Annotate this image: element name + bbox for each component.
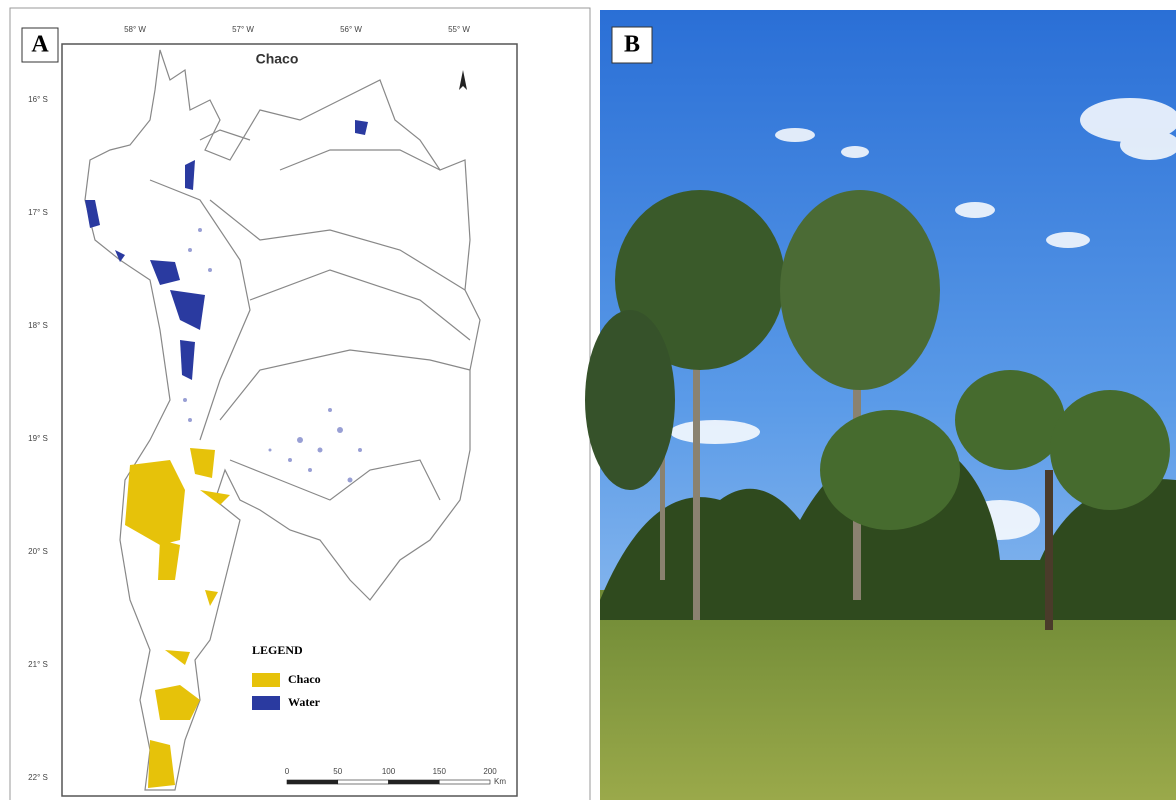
longitude-label: 55° W [448, 25, 470, 34]
map-shape [820, 410, 960, 530]
grass [600, 590, 1176, 800]
legend-label: Water [288, 695, 321, 709]
map-shape [585, 310, 675, 490]
map-shape [183, 398, 187, 402]
latitude-label: 20° S [28, 547, 48, 556]
latitude-label: 17° S [28, 208, 48, 217]
map-shape [198, 228, 202, 232]
panel-label: B [624, 32, 640, 58]
latitude-label: 18° S [28, 321, 48, 330]
map-shape [1046, 232, 1090, 248]
longitude-label: 56° W [340, 25, 362, 34]
map-shape [1045, 470, 1053, 630]
map-shape [288, 458, 292, 462]
map-shape [955, 370, 1065, 470]
legend-swatch [252, 696, 280, 710]
scale-label: 200 [483, 767, 497, 776]
panel-label: A [31, 32, 49, 58]
map-shape [188, 418, 192, 422]
map-shape [780, 190, 940, 390]
map-shape [328, 408, 332, 412]
map-shape [348, 478, 353, 483]
body: A Chaco 58° W 57° W 56° W 55° W 16° S 17° S 1… [0, 0, 1176, 800]
map-shape [841, 146, 869, 158]
map-shape [308, 468, 312, 472]
page: Chaco figure {"panel_a": {"label": "A", … [0, 0, 1176, 800]
latitude-label: 21° S [28, 660, 48, 669]
latitude-label: 19° S [28, 434, 48, 443]
scale-segment [287, 780, 338, 784]
map-shape [1050, 390, 1170, 510]
map-shape [955, 202, 995, 218]
legend-swatch [252, 673, 280, 687]
scale-label: 0 [285, 767, 290, 776]
legend-title: LEGEND [252, 643, 303, 657]
longitude-label: 57° W [232, 25, 254, 34]
scale-label: 150 [433, 767, 447, 776]
figure: A Chaco 58° W 57° W 56° W 55° W 16° S 17° S 1… [0, 0, 1176, 800]
map-shape [318, 448, 323, 453]
panel-b: B [585, 10, 1176, 800]
map-shape [670, 420, 760, 444]
scale-unit: Km [494, 777, 506, 786]
scale-label: 100 [382, 767, 396, 776]
legend-label: Chaco [288, 672, 321, 686]
latitude-label: 16° S [28, 95, 48, 104]
longitude-label: 58° W [124, 25, 146, 34]
scale-segment [439, 780, 490, 784]
panel-a: A Chaco 58° W 57° W 56° W 55° W 16° S 17° S 1… [10, 8, 590, 800]
scale-segment [338, 780, 389, 784]
map-shape [188, 248, 192, 252]
latitude-label: 22° S [28, 773, 48, 782]
map-shape [297, 437, 303, 443]
map-shape [269, 449, 272, 452]
scale-segment [389, 780, 440, 784]
map-shape [775, 128, 815, 142]
scale-label: 50 [333, 767, 342, 776]
map-shape [208, 268, 212, 272]
map-title: Chaco [256, 51, 299, 67]
map-shape [337, 427, 343, 433]
map-shape [358, 448, 362, 452]
